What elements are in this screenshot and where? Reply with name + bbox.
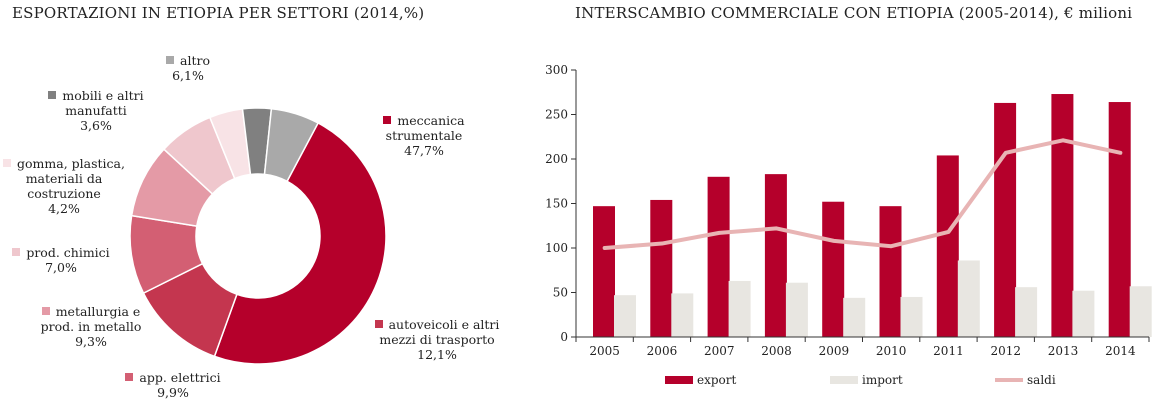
bar-export (936, 155, 959, 337)
legend-swatch-import (830, 376, 858, 384)
bar-export (879, 206, 902, 337)
legend-swatch (3, 159, 12, 167)
y-tick-label: 300 (545, 63, 568, 77)
bar-import (900, 296, 923, 337)
bar-export (650, 199, 673, 337)
x-tick-label: 2012 (990, 344, 1021, 358)
bar-export (1108, 102, 1131, 337)
legend-label-saldi: saldi (1027, 373, 1056, 387)
bar-import (843, 297, 866, 337)
bar-import (957, 260, 980, 337)
pie-label-autoveicoli: autoveicoli e altri mezzi di trasporto 1… (372, 317, 502, 362)
bar-import (728, 280, 751, 337)
pie-chart-title: ESPORTAZIONI IN ETIOPIA PER SETTORI (201… (12, 4, 425, 22)
x-tick-label: 2014 (1105, 344, 1136, 358)
legend-label-import: import (862, 373, 903, 387)
x-tick-label: 2009 (819, 344, 850, 358)
pie-label-metallurgia: metallurgia e prod. in metallo 9,3% (40, 304, 142, 349)
bar-import (614, 295, 636, 337)
pie-label-gomma: gomma, plastica, materiali da costruzion… (0, 156, 128, 216)
x-tick-label: 2007 (704, 344, 735, 358)
line-saldi (602, 138, 1123, 250)
pie-chart (129, 107, 387, 365)
bar-export (764, 174, 787, 337)
bar-export (822, 201, 845, 337)
pie-slice (263, 107, 320, 183)
legend-swatch (125, 373, 134, 381)
x-tick-label: 2010 (876, 344, 907, 358)
bar-export (1051, 94, 1074, 337)
legend-swatch (48, 91, 57, 99)
bar-export (707, 176, 730, 337)
legend-swatch (166, 56, 174, 64)
legend-label-export: export (697, 373, 737, 387)
legend-swatch (12, 248, 21, 256)
bar-export (994, 102, 1017, 338)
bar-chart-title: INTERSCAMBIO COMMERCIALE CON ETIOPIA (20… (575, 4, 1133, 22)
x-tick-label: 2006 (647, 344, 678, 358)
pie-slice (213, 121, 387, 365)
x-tick-label: 2013 (1048, 344, 1079, 358)
pie-label-chimici: prod. chimici 7,0% (6, 245, 116, 275)
y-tick-label: 250 (545, 108, 568, 122)
y-tick-label: 150 (545, 197, 568, 211)
y-tick-label: 0 (560, 330, 568, 344)
x-tick-label: 2005 (589, 344, 620, 358)
bar-export (593, 206, 615, 337)
x-tick-label: 2008 (761, 344, 792, 358)
bar-import (785, 282, 808, 337)
y-tick-label: 50 (553, 286, 568, 300)
pie-label-mobili: mobili e altri manufatti 3,6% (40, 88, 152, 133)
bar-import (671, 293, 694, 337)
legend-swatch-export (665, 376, 693, 384)
pie-label-meccanica: meccanica strumentale 47,7% (372, 113, 476, 158)
legend-swatch (41, 307, 50, 315)
pie-label-altro: altro 6,1% (148, 53, 228, 83)
bar-import (1129, 286, 1152, 337)
bar-import (1015, 287, 1038, 337)
y-tick-label: 200 (545, 152, 568, 166)
bar-chart: 0 50 100 150 200 250 300 2005 2006 2007 2008 2009 20… (545, 63, 1152, 387)
legend-swatch (383, 116, 392, 124)
pie-label-elettrici: app. elettrici 9,9% (118, 370, 228, 400)
x-tick-label: 2011 (933, 344, 964, 358)
y-tick-label: 100 (545, 241, 568, 255)
legend-swatch (374, 320, 383, 328)
bar-import (1072, 290, 1095, 337)
